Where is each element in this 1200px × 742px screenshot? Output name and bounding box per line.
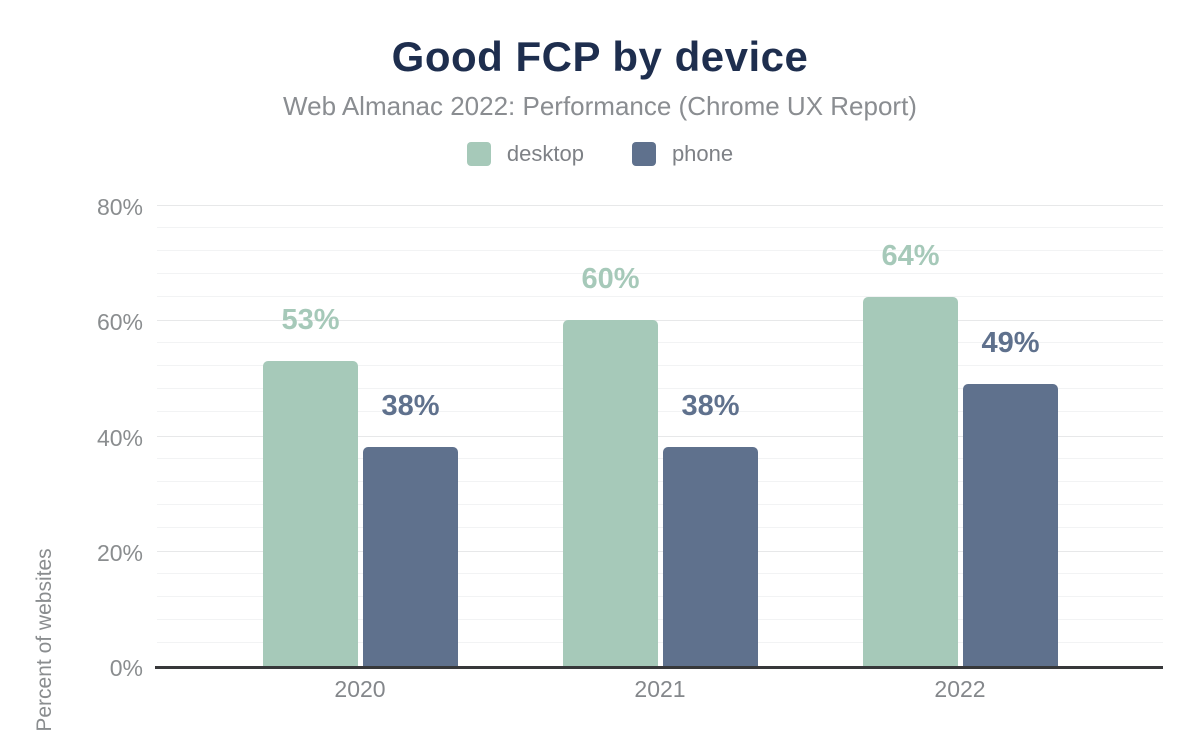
minor-gridline bbox=[157, 250, 1163, 252]
minor-gridline bbox=[157, 411, 1163, 413]
y-tick-60: 60% bbox=[96, 309, 143, 336]
y-tick-40: 40% bbox=[96, 424, 143, 451]
legend-swatch-phone bbox=[631, 142, 656, 166]
bar-phone-2021 bbox=[663, 447, 758, 666]
legend-label-desktop: desktop bbox=[506, 141, 584, 166]
plot-area: 53% 60% 64% 38% 38% 49% bbox=[155, 205, 1163, 669]
y-tick-0: 0% bbox=[109, 655, 143, 681]
minor-gridline bbox=[157, 273, 1163, 275]
y-tick-80: 80% bbox=[96, 194, 143, 220]
major-gridline bbox=[157, 435, 1163, 437]
x-tick-2022: 2022 bbox=[934, 676, 986, 702]
legend-item-desktop: desktop bbox=[466, 141, 584, 167]
bar-desktop-2021 bbox=[563, 320, 658, 666]
bar-label-desktop-2021: 60% bbox=[581, 263, 640, 295]
minor-gridline bbox=[157, 342, 1163, 344]
major-gridline bbox=[157, 550, 1163, 552]
minor-gridline bbox=[157, 457, 1163, 459]
minor-gridline bbox=[157, 365, 1163, 367]
minor-gridline bbox=[157, 572, 1163, 574]
minor-gridline bbox=[157, 595, 1163, 597]
chart-title: Good FCP by device bbox=[391, 33, 809, 80]
legend-swatch-desktop bbox=[466, 142, 491, 166]
minor-gridline bbox=[157, 526, 1163, 528]
bar-phone-2022 bbox=[963, 384, 1058, 666]
x-tick-2020: 2020 bbox=[334, 676, 386, 702]
bar-desktop-2020 bbox=[263, 361, 358, 666]
bar-label-desktop-2022: 64% bbox=[881, 240, 940, 272]
legend-item-phone: phone bbox=[631, 141, 734, 167]
bar-label-phone-2022: 49% bbox=[981, 327, 1040, 359]
legend-label-phone: phone bbox=[671, 141, 734, 166]
x-tick-2021: 2021 bbox=[634, 676, 686, 702]
major-gridline bbox=[157, 320, 1163, 322]
bar-label-phone-2021: 38% bbox=[681, 390, 740, 422]
bar-desktop-2022 bbox=[863, 297, 958, 666]
chart-subtitle: Web Almanac 2022: Performance (Chrome UX… bbox=[283, 91, 917, 121]
minor-gridline bbox=[157, 480, 1163, 482]
bar-phone-2020 bbox=[363, 447, 458, 666]
y-tick-20: 20% bbox=[96, 539, 143, 566]
x-axis-ticks: 2020 2021 2022 bbox=[0, 676, 1200, 706]
minor-gridline bbox=[157, 296, 1163, 298]
minor-gridline bbox=[157, 388, 1163, 390]
bar-label-phone-2020: 38% bbox=[381, 390, 440, 422]
chart-area: Percent of websites 0% 20% 40% 60% 80% 53% 60… bbox=[0, 196, 1200, 732]
bar-label-desktop-2020: 53% bbox=[281, 304, 340, 336]
minor-gridline bbox=[157, 618, 1163, 620]
minor-gridline bbox=[157, 227, 1163, 229]
legend: desktop phone bbox=[0, 141, 1200, 167]
minor-gridline bbox=[157, 503, 1163, 505]
major-gridline bbox=[157, 205, 1163, 206]
minor-gridline bbox=[157, 641, 1163, 643]
